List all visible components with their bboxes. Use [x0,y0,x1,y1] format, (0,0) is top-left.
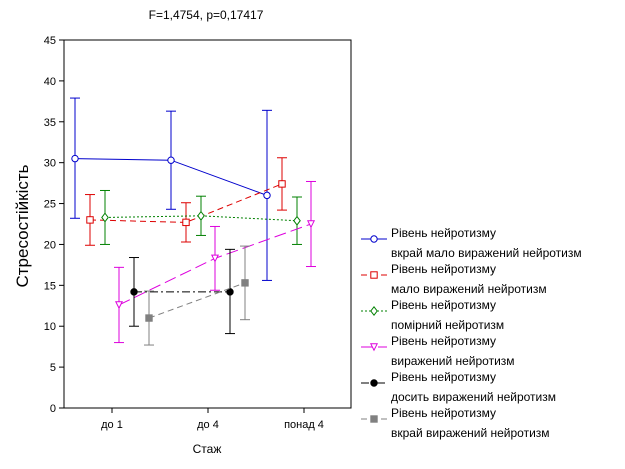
plot-frame [63,39,352,409]
chart-title: F=1,4754, p=0,17417 [149,8,264,22]
legend-label-line1: Рівень нейротизму [391,370,496,384]
legend-item-4: Рівень нейротизму виражений нейротизм [361,334,515,368]
y-tick-label: 25 [44,199,56,211]
legend-label-line2: мало виражений нейротизм [391,282,547,296]
legend-marker [370,235,378,243]
legend-label-line2: досить виражений нейротизм [391,390,556,404]
legend-label-line2: вкрай виражений нейротизм [391,426,550,440]
data-point [145,314,153,322]
data-point [278,180,286,188]
legend-item-6: Рівень нейротизму вкрай виражений нейроти… [361,406,550,440]
data-point [226,288,234,296]
y-tick-label: 5 [50,362,56,374]
data-point [167,156,175,164]
y-tick-label: 45 [44,35,56,47]
legend-marker [369,343,379,352]
series-4 [114,180,316,344]
data-point [293,215,301,226]
y-tick-label: 40 [44,76,56,88]
legend-marker [370,379,378,387]
legend-label-line1: Рівень нейротизму [391,406,496,420]
x-tick-label: до 1 [101,419,123,431]
legend-item-1: Рівень нейротизму вкрай мало виражений не… [361,226,582,260]
x-tick-label: понад 4 [284,419,324,431]
y-tick-label: 15 [44,280,56,292]
y-tick-label: 10 [44,321,56,333]
data-point [306,220,316,229]
data-point [210,254,220,263]
y-tick-label: 35 [44,117,56,129]
legend-label-line2: виражений нейротизм [391,354,515,368]
y-tick-label: 30 [44,158,56,170]
data-point [182,218,190,227]
series-line [148,282,246,319]
y-axis-title: Стресостійкість [13,164,32,287]
data-point [130,288,138,296]
series-5 [129,248,235,335]
data-point [197,210,205,221]
legend-marker [370,305,378,317]
series-line [89,183,283,223]
legend-label-line1: Рівень нейротизму [391,334,496,348]
data-point [241,279,249,287]
data-point [101,212,109,223]
legend-label-line2: вкрай мало виражений нейротизм [391,246,582,260]
series-2 [85,157,287,246]
legend-marker [370,271,378,279]
legend-item-5: Рівень нейротизму досить виражений нейрот… [361,370,556,404]
legend-label-line1: Рівень нейротизму [391,262,496,276]
legend-label-line2: помірний нейротизм [391,318,504,332]
legend-marker [370,415,378,423]
legend-label-line1: Рівень нейротизму [391,298,496,312]
series-3 [100,189,302,245]
y-tick-label: 20 [44,239,56,251]
legend-item-3: Рівень нейротизму помірний нейротизм [361,298,504,332]
data-point [71,154,79,163]
x-axis-title: Стаж [193,442,222,456]
data-point [114,301,124,310]
legend-label-line1: Рівень нейротизму [391,226,496,240]
data-point [263,191,271,200]
legend: Рівень нейротизму вкрай мало виражений не… [361,226,582,440]
y-tick-label: 0 [50,403,56,415]
data-point [86,216,94,224]
series-6 [144,245,250,346]
legend-item-2: Рівень нейротизму мало виражений нейротиз… [361,262,547,296]
x-tick-label: до 4 [197,419,219,431]
series-1 [70,97,272,281]
